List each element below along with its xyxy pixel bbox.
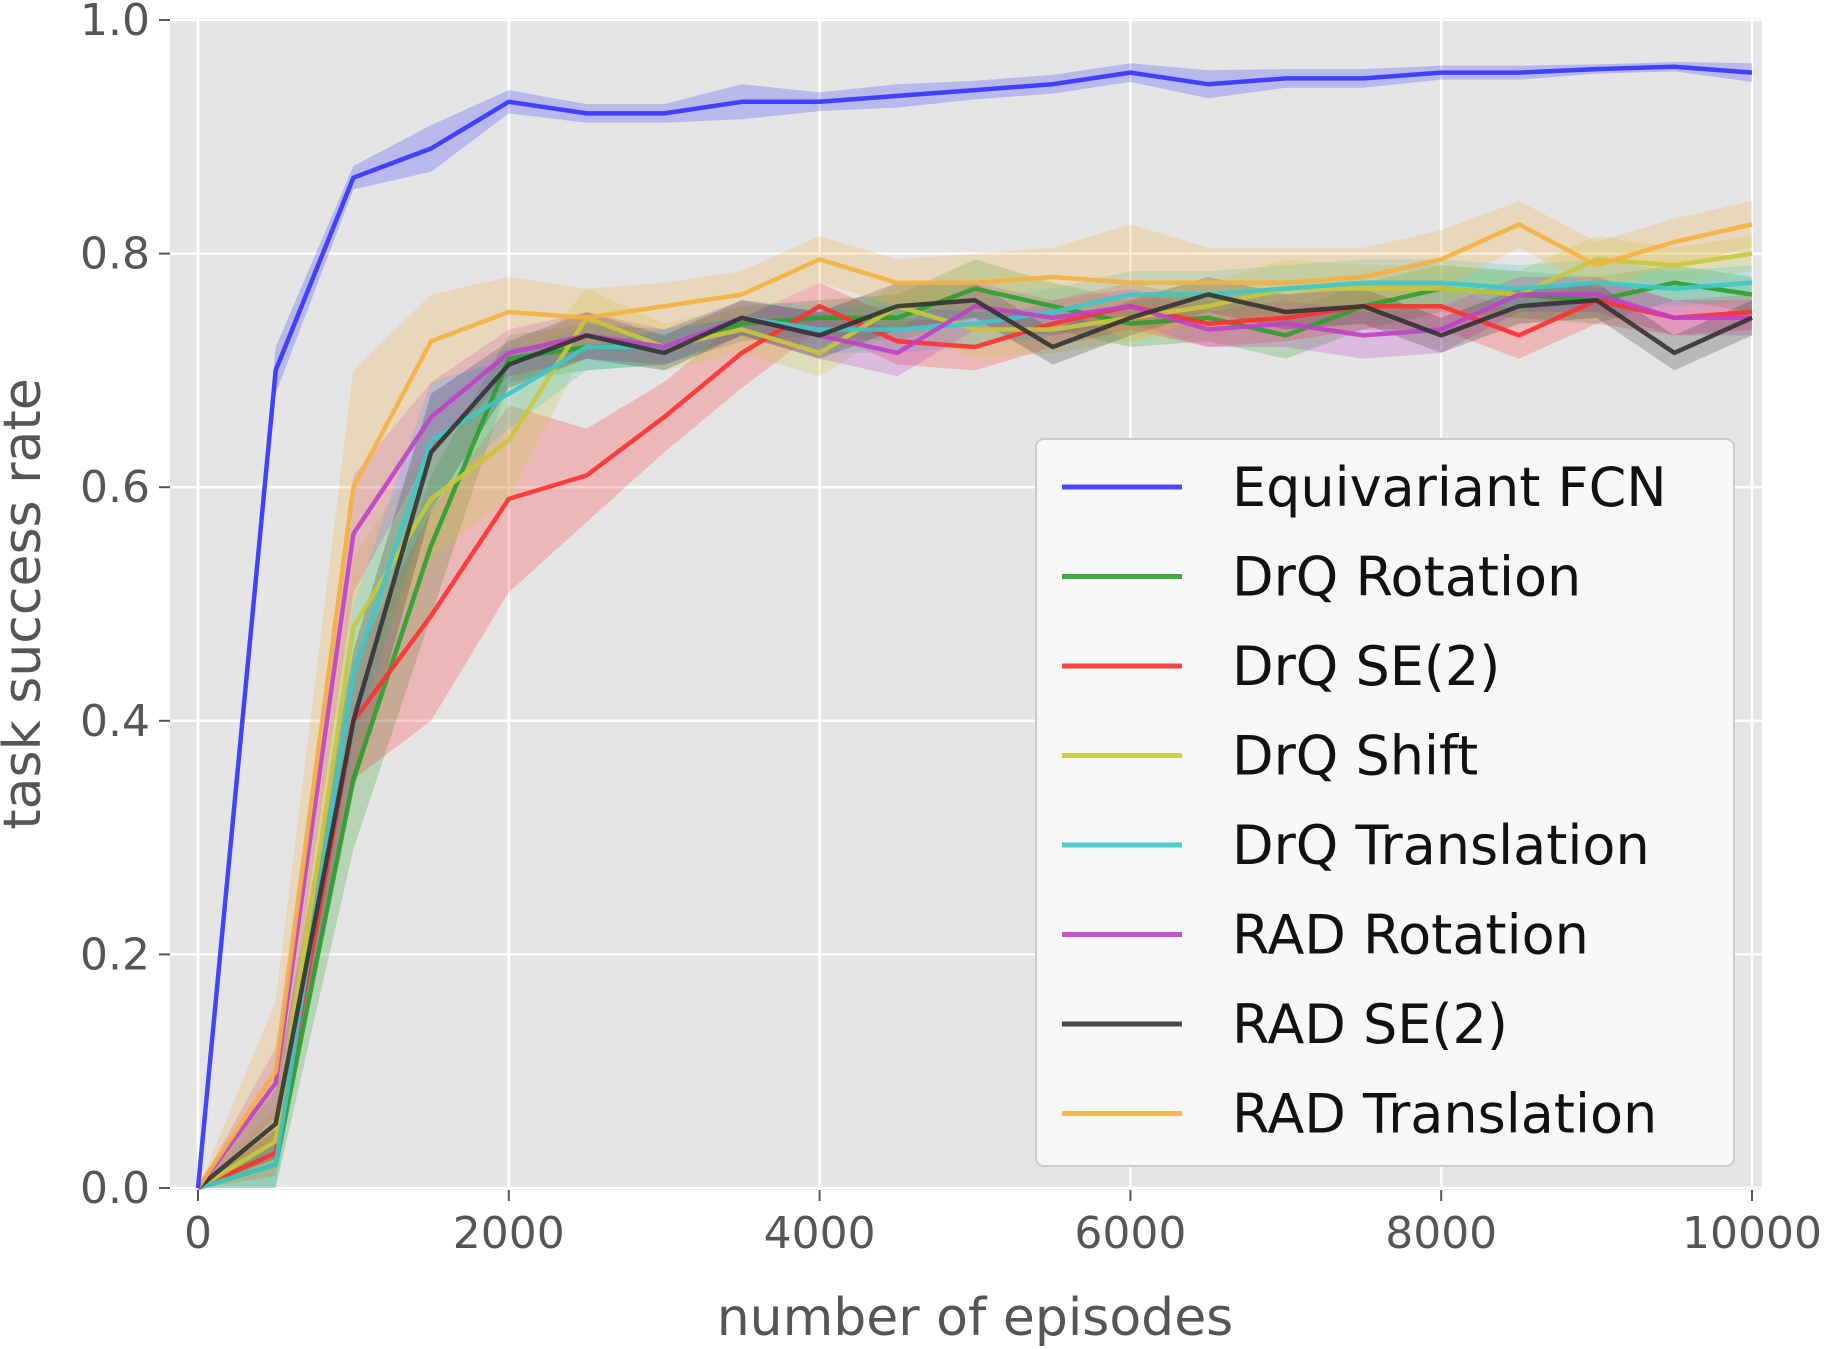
x-tick-label: 6000 <box>1074 1208 1186 1259</box>
legend: Equivariant FCN DrQ Rotation DrQ SE(2) DrQ … <box>1035 438 1735 1167</box>
y-tick-label: 0.2 <box>80 929 150 980</box>
line-equivariant-fcn <box>195 64 1753 1189</box>
axes: 0 2000 4000 6000 8000 10000 0.0 0.2 0.4 0.6 0.8 1.0 <box>80 0 1822 1259</box>
confidence-bands <box>198 62 1752 1189</box>
line-rad-se-2- <box>196 292 1753 1190</box>
y-tick-label: 0.4 <box>80 696 150 747</box>
x-tick-label: 8000 <box>1385 1208 1497 1259</box>
band-drq-se-2- <box>198 277 1752 1188</box>
legend-label-rad-se-2-: RAD SE(2) <box>1232 993 1508 1056</box>
y-tick-label: 0.6 <box>80 462 150 513</box>
legend-label-drq-se-2-: DrQ SE(2) <box>1232 635 1500 698</box>
band-equivariant-fcn <box>198 62 1752 1188</box>
legend-label-drq-shift: DrQ Shift <box>1232 725 1478 788</box>
legend-label-equivariant-fcn: Equivariant FCN <box>1232 456 1667 519</box>
y-tick-label: 0.0 <box>80 1163 150 1214</box>
legend-label-drq-rotation: DrQ Rotation <box>1232 546 1581 609</box>
line-rad-rotation <box>196 292 1752 1190</box>
x-tick-label: 10000 <box>1682 1208 1822 1259</box>
series-lines <box>195 64 1753 1191</box>
line-rad-translation <box>196 222 1753 1190</box>
line-drq-se-2- <box>197 298 1753 1191</box>
legend-label-rad-translation: RAD Translation <box>1232 1083 1657 1146</box>
y-tick-label: 0.8 <box>80 229 150 280</box>
legend-label-rad-rotation: RAD Rotation <box>1232 904 1589 967</box>
legend-label-drq-translation: DrQ Translation <box>1232 814 1650 877</box>
x-tick-label: 2000 <box>453 1208 565 1259</box>
x-tick-label: 4000 <box>764 1208 876 1259</box>
x-tick-label: 0 <box>184 1208 212 1259</box>
y-axis-label: task success rate <box>0 378 53 830</box>
legend-box <box>1035 438 1735 1167</box>
x-axis-label: number of episodes <box>717 1288 1234 1348</box>
line-drq-shift <box>196 251 1753 1190</box>
y-tick-label: 1.0 <box>80 0 150 46</box>
